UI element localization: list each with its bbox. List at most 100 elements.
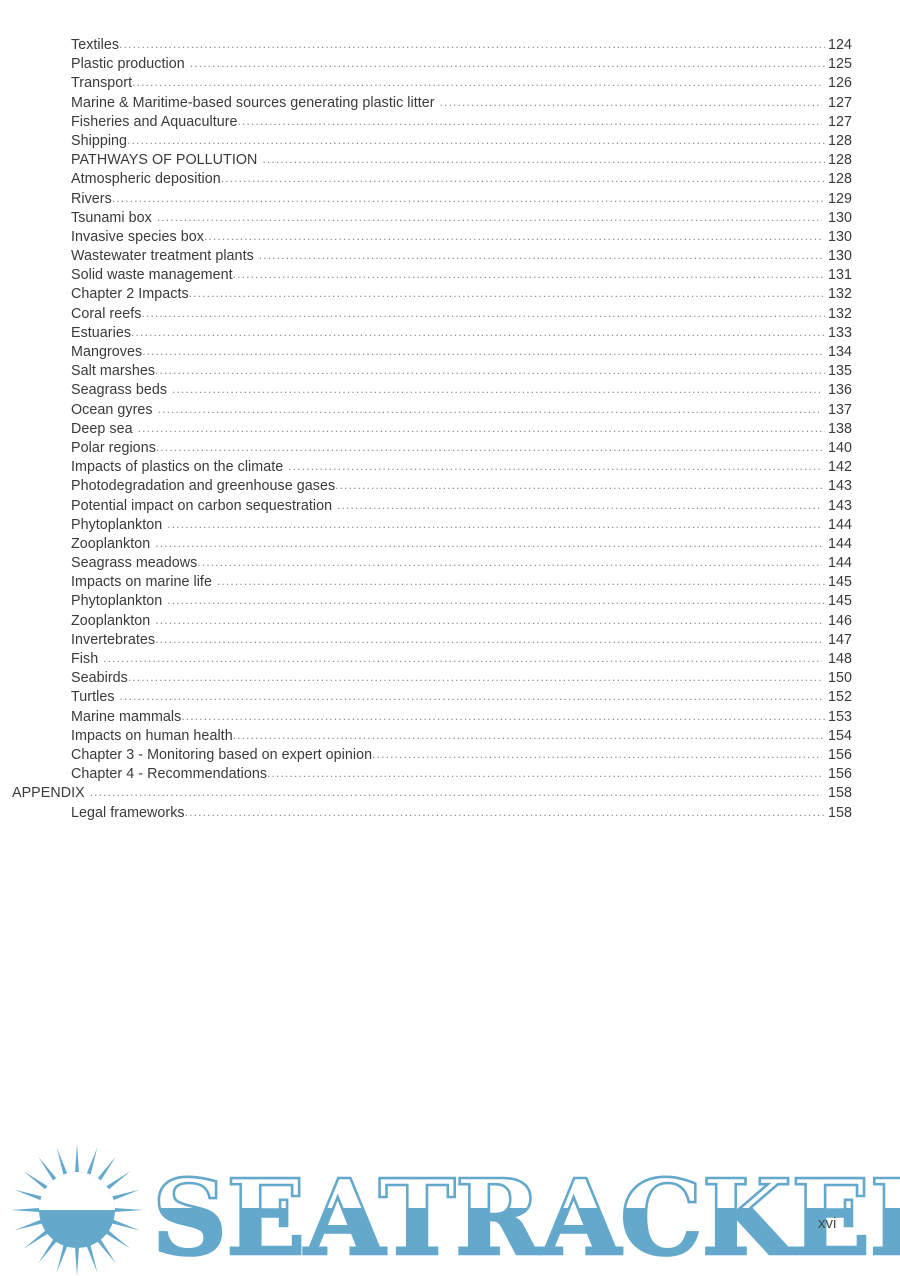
toc-leader-dots bbox=[131, 323, 825, 342]
toc-entry[interactable]: Plastic production 125 bbox=[0, 55, 900, 74]
toc-entry-page-number: 130 bbox=[827, 248, 852, 265]
toc-entry-title: Solid waste management bbox=[71, 267, 233, 284]
toc-leader-dots bbox=[127, 131, 825, 150]
toc-entry[interactable]: Potential impact on carbon sequestration… bbox=[0, 497, 900, 516]
toc-entry[interactable]: Impacts on human health 154 bbox=[0, 727, 900, 746]
toc-entry-title: Legal frameworks bbox=[71, 804, 185, 821]
toc-entry-page-number: 129 bbox=[827, 190, 852, 207]
toc-leader-dots bbox=[167, 515, 822, 534]
toc-entry[interactable]: Atmospheric deposition 128 bbox=[0, 170, 900, 189]
toc-entry-title: Textiles bbox=[71, 37, 120, 53]
watermark-wordmark: SEATRACKER.RU SEATRACKER.RU bbox=[151, 1155, 900, 1276]
toc-entry[interactable]: Chapter 2 Impacts 132 bbox=[0, 285, 900, 304]
toc-entry[interactable]: Solid waste management 131 bbox=[0, 266, 900, 285]
toc-entry-page-number: 132 bbox=[827, 305, 852, 322]
toc-entry-title: Zooplankton bbox=[71, 612, 151, 629]
page-number: xvi bbox=[818, 1215, 837, 1232]
toc-entry[interactable]: PATHWAYS OF POLLUTION 128 bbox=[0, 151, 900, 170]
toc-leader-dots bbox=[132, 73, 822, 92]
toc-entry[interactable]: APPENDIX 158 bbox=[0, 784, 900, 803]
toc-leader-dots bbox=[189, 284, 825, 303]
toc-entry[interactable]: Ocean gyres 137 bbox=[0, 401, 900, 420]
toc-leader-dots bbox=[267, 764, 822, 783]
toc-entry[interactable]: Tsunami box 130 bbox=[0, 209, 900, 228]
watermark: SEATRACKER.RU SEATRACKER.RU bbox=[0, 1126, 900, 1276]
toc-leader-dots bbox=[221, 169, 825, 188]
toc-entry-page-number: 148 bbox=[827, 651, 852, 667]
toc-leader-dots bbox=[155, 611, 822, 630]
toc-entry[interactable]: Textiles 124 bbox=[0, 36, 900, 55]
toc-entry-title: Chapter 2 Impacts bbox=[71, 286, 189, 303]
toc-entry-page-number: 144 bbox=[827, 535, 852, 552]
toc-entry[interactable]: Seagrass beds 136 bbox=[0, 381, 900, 400]
toc-leader-dots bbox=[155, 361, 825, 380]
toc-entry[interactable]: Turtles 152 bbox=[0, 688, 900, 707]
toc-entry[interactable]: Zooplankton 146 bbox=[0, 612, 900, 631]
toc-entry[interactable]: Wastewater treatment plants 130 bbox=[0, 247, 900, 266]
toc-entry[interactable]: Salt marshes 135 bbox=[0, 362, 900, 381]
toc-entry[interactable]: Phytoplankton 145 bbox=[0, 592, 900, 611]
toc-entry-title: Fisheries and Aquaculture bbox=[71, 113, 238, 130]
toc-entry-title: Tsunami box bbox=[71, 209, 152, 226]
toc-entry-page-number: 144 bbox=[827, 516, 852, 533]
toc-entry-page-number: 153 bbox=[827, 708, 852, 725]
toc-entry[interactable]: Marine & Maritime-based sources generati… bbox=[0, 94, 900, 113]
svg-text:SEATRACKER.RU: SEATRACKER.RU bbox=[152, 1156, 900, 1276]
toc-entry[interactable]: Polar regions 140 bbox=[0, 439, 900, 458]
toc-entry[interactable]: Transport 126 bbox=[0, 74, 900, 93]
toc-entry-title: Impacts on marine life bbox=[71, 574, 212, 591]
toc-entry[interactable]: Impacts of plastics on the climate 142 bbox=[0, 458, 900, 477]
toc-entry-title: Seabirds bbox=[71, 670, 128, 687]
toc-entry-page-number: 142 bbox=[827, 459, 852, 476]
toc-leader-dots bbox=[337, 496, 822, 515]
toc-entry[interactable]: Deep sea 138 bbox=[0, 420, 900, 439]
toc-entry[interactable]: Zooplankton 144 bbox=[0, 535, 900, 554]
toc-entry-title: Chapter 3 - Monitoring based on expert o… bbox=[71, 746, 373, 763]
toc-entry[interactable]: Legal frameworks 158 bbox=[0, 804, 900, 823]
toc-entry-title: Photodegradation and greenhouse gases bbox=[71, 478, 336, 495]
toc-leader-dots bbox=[185, 803, 825, 822]
toc-entry[interactable]: Mangroves 134 bbox=[0, 343, 900, 362]
toc-entry[interactable]: Fisheries and Aquaculture 127 bbox=[0, 113, 900, 132]
toc-entry-title: Wastewater treatment plants bbox=[71, 248, 254, 265]
toc-entry-page-number: 128 bbox=[827, 132, 852, 149]
toc-entry-page-number: 147 bbox=[827, 631, 852, 648]
toc-leader-dots bbox=[138, 419, 825, 438]
toc-entry-page-number: 135 bbox=[827, 363, 852, 380]
toc-entry-page-number: 127 bbox=[827, 94, 852, 111]
toc-entry[interactable]: Photodegradation and greenhouse gases 143 bbox=[0, 477, 900, 496]
toc-entry[interactable]: Chapter 3 - Monitoring based on expert o… bbox=[0, 746, 900, 765]
toc-entry-page-number: 146 bbox=[827, 612, 852, 629]
toc-entry-title: Seagrass beds bbox=[71, 382, 168, 399]
toc-leader-dots bbox=[119, 35, 825, 54]
toc-leader-dots bbox=[217, 572, 825, 591]
toc-entry-page-number: 140 bbox=[827, 439, 852, 456]
toc-entry[interactable]: Impacts on marine life 145 bbox=[0, 573, 900, 592]
toc-leader-dots bbox=[90, 783, 822, 802]
toc-entry[interactable]: Rivers 129 bbox=[0, 190, 900, 209]
toc-entry-page-number: 128 bbox=[827, 171, 852, 188]
toc-entry[interactable]: Marine mammals 153 bbox=[0, 708, 900, 727]
toc-entry-title: Potential impact on carbon sequestration bbox=[71, 497, 333, 514]
toc-entry[interactable]: Estuaries 133 bbox=[0, 324, 900, 343]
toc-entry-page-number: 154 bbox=[827, 727, 852, 744]
toc-entry[interactable]: Seabirds 150 bbox=[0, 669, 900, 688]
toc-entry[interactable]: Fish 148 bbox=[0, 650, 900, 669]
toc-entry[interactable]: Coral reefs 132 bbox=[0, 305, 900, 324]
toc-entry-title: Fish bbox=[71, 651, 99, 667]
toc-entry-title: Deep sea bbox=[71, 420, 133, 437]
toc-entry[interactable]: Chapter 4 - Recommendations 156 bbox=[0, 765, 900, 784]
toc-entry[interactable]: Shipping 128 bbox=[0, 132, 900, 151]
toc-entry[interactable]: Invertebrates 147 bbox=[0, 631, 900, 650]
toc-entry[interactable]: Phytoplankton 144 bbox=[0, 516, 900, 535]
toc-leader-dots bbox=[181, 707, 825, 726]
toc-leader-dots bbox=[155, 630, 822, 649]
toc-entry[interactable]: Invasive species box 130 bbox=[0, 228, 900, 247]
toc-entry-title: Turtles bbox=[71, 689, 115, 706]
toc-entry-title: Zooplankton bbox=[71, 535, 151, 552]
toc-leader-dots bbox=[112, 189, 825, 208]
toc-leader-dots bbox=[238, 112, 822, 131]
toc-entry[interactable]: Seagrass meadows 144 bbox=[0, 554, 900, 573]
toc-entry-page-number: 124 bbox=[827, 37, 852, 53]
toc-entry-page-number: 130 bbox=[827, 228, 852, 245]
